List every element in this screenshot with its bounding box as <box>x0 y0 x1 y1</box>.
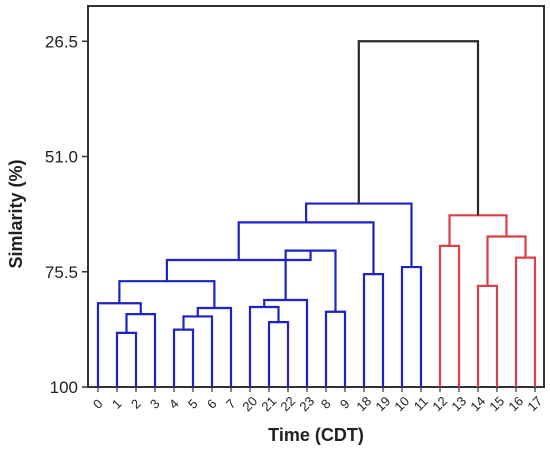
x-tick-label: 23 <box>296 393 317 414</box>
x-tick-label: 6 <box>204 396 220 412</box>
dendrogram-link <box>172 328 195 387</box>
dendrogram-links <box>96 40 537 387</box>
x-tick-label: 13 <box>448 393 469 414</box>
x-axis-title: Time (CDT) <box>268 425 364 445</box>
x-tick-label: 10 <box>391 393 412 414</box>
x-tick-label: 7 <box>223 396 239 412</box>
x-tick-label: 14 <box>467 393 488 414</box>
plot-frame <box>87 5 545 388</box>
x-tick-label: 15 <box>486 393 507 414</box>
dendrogram-link <box>118 280 216 308</box>
y-tick-label: 51.0 <box>45 148 78 167</box>
x-tick-label: 2 <box>128 396 144 412</box>
dendrogram-link <box>237 221 375 275</box>
x-tick-label: 21 <box>258 393 279 414</box>
dendrogram-link <box>476 284 499 387</box>
dendrogram-link <box>514 256 537 387</box>
y-axis: 26.5 51.0 75.5 100 <box>45 32 88 397</box>
dendrogram-link <box>362 273 385 387</box>
y-tick-label: 100 <box>50 378 78 397</box>
dendrogram-link <box>324 310 347 387</box>
y-axis-title: Simlarity (%) <box>6 159 26 268</box>
y-tick-label: 26.5 <box>45 32 78 51</box>
x-tick-label: 19 <box>372 393 393 414</box>
x-tick-label: 0 <box>90 396 106 412</box>
dendrogram-link <box>115 331 138 387</box>
x-tick-label: 3 <box>147 396 163 412</box>
dendrogram-link <box>400 265 423 387</box>
dendrogram-link <box>248 305 280 387</box>
dendrogram-link <box>96 302 142 387</box>
dendrogram-link <box>486 235 527 286</box>
dendrogram-link <box>263 298 309 387</box>
x-tick-label: 1 <box>109 396 125 412</box>
dendrogram-link <box>125 312 157 387</box>
dendrogram-link <box>357 40 480 216</box>
x-tick-label: 9 <box>337 396 353 412</box>
y-tick-label: 75.5 <box>45 263 78 282</box>
dendrogram-link <box>267 320 290 387</box>
dendrogram-link <box>438 244 461 387</box>
x-tick-label: 4 <box>166 396 182 412</box>
x-tick-label: 5 <box>185 396 201 412</box>
x-tick-label: 12 <box>429 393 450 414</box>
dendrogram-link <box>305 202 413 268</box>
dendrogram-link <box>448 214 508 246</box>
x-tick-label: 8 <box>318 396 334 412</box>
dendrogram-link <box>196 306 233 387</box>
x-tick-label: 16 <box>505 393 526 414</box>
x-tick-label: 18 <box>353 393 374 414</box>
x-tick-label: 17 <box>524 393 545 414</box>
x-tick-label: 20 <box>239 393 260 414</box>
x-tick-label: 22 <box>277 393 298 414</box>
dendrogram-link <box>182 315 214 387</box>
x-tick-label: 11 <box>411 394 431 414</box>
